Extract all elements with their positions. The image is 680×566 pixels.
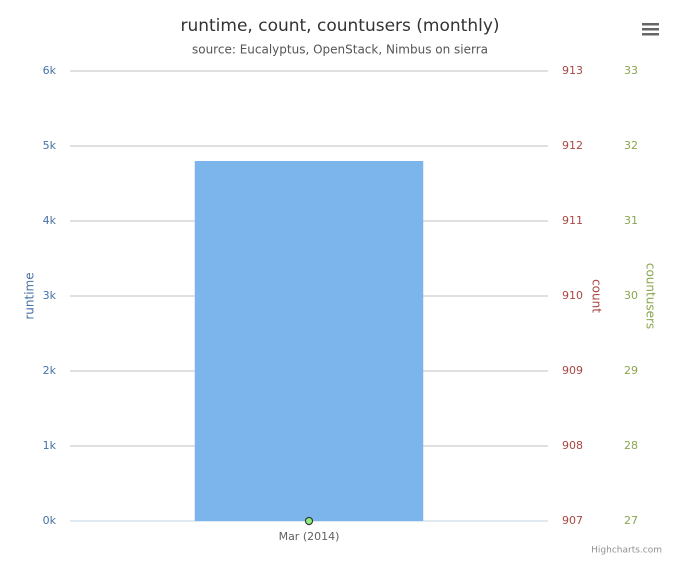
y2-tick-label: 909 [562, 364, 583, 377]
y-tick-label: 0k [43, 514, 57, 527]
y-tick-label: 6k [43, 64, 57, 77]
x-tick-label: Mar (2014) [279, 530, 340, 543]
y-tick-label: 1k [43, 439, 57, 452]
y2-tick-label: 912 [562, 139, 583, 152]
y3-tick-label: 27 [624, 514, 638, 527]
y3-tick-label: 32 [624, 139, 638, 152]
y-tick-label: 5k [43, 139, 57, 152]
y2-tick-label: 913 [562, 64, 583, 77]
y2-tick-label: 911 [562, 214, 583, 227]
y-axis-title: runtime [23, 272, 37, 319]
y3-tick-label: 28 [624, 439, 638, 452]
chart-title: runtime, count, countusers (monthly) [180, 16, 499, 36]
y-tick-label: 2k [43, 364, 57, 377]
y-tick-label: 3k [43, 289, 57, 302]
menu-bar [642, 33, 659, 36]
y3-tick-label: 29 [624, 364, 638, 377]
credits[interactable]: Highcharts.com [591, 546, 662, 556]
chart-subtitle: source: Eucalyptus, OpenStack, Nimbus on… [192, 43, 488, 57]
menu-bar [642, 28, 659, 31]
y2-axis-title: count [590, 279, 604, 313]
y3-tick-label: 33 [624, 64, 638, 77]
y3-tick-label: 30 [624, 289, 638, 302]
y3-axis-title: countusers [644, 263, 658, 329]
y3-tick-label: 31 [624, 214, 638, 227]
y2-tick-label: 907 [562, 514, 583, 527]
point-marker [305, 517, 313, 525]
menu-button[interactable] [642, 23, 659, 36]
bar [194, 161, 424, 521]
y-tick-label: 4k [43, 214, 57, 227]
menu-bar [642, 23, 659, 26]
y2-tick-label: 910 [562, 289, 583, 302]
y2-tick-label: 908 [562, 439, 583, 452]
